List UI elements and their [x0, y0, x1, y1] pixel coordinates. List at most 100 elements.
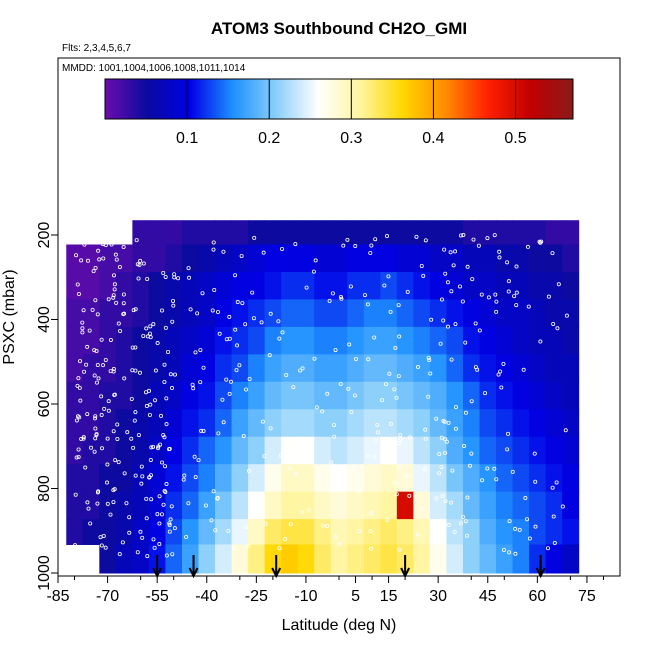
heatmap-cell	[314, 381, 332, 410]
observation-dot	[82, 369, 87, 374]
heatmap-cell	[165, 220, 183, 246]
heatmap-cell	[132, 519, 150, 545]
heatmap-cell	[330, 354, 348, 383]
heatmap-cell	[66, 409, 84, 438]
observation-dot	[279, 453, 284, 458]
observation-dot	[493, 292, 498, 297]
heatmap-cell	[165, 544, 183, 574]
heatmap-cell	[462, 464, 480, 493]
observation-dot	[240, 301, 245, 306]
observation-dot	[465, 533, 470, 538]
heatmap-cell	[413, 220, 431, 246]
heatmap-cell	[512, 436, 530, 465]
heatmap-cell	[297, 381, 315, 410]
observation-dot	[162, 435, 167, 440]
observation-dot	[476, 243, 481, 248]
observation-dot	[514, 264, 519, 269]
observation-dot	[241, 434, 246, 439]
observation-dot	[300, 510, 305, 515]
heatmap-cell	[396, 244, 414, 273]
heatmap-cell	[479, 326, 497, 355]
observation-dot	[443, 499, 448, 504]
heatmap-cell	[462, 220, 480, 246]
heatmap-cell	[545, 271, 563, 300]
observation-dot	[163, 464, 168, 469]
observation-dot	[388, 309, 393, 314]
heatmap-cell	[215, 544, 233, 574]
observation-dot	[441, 318, 446, 323]
heatmap-cell	[347, 244, 365, 273]
observation-dot	[470, 277, 475, 282]
observation-dot	[147, 331, 152, 336]
observation-dot	[434, 496, 439, 501]
observation-dot	[188, 307, 193, 312]
observation-dot	[96, 248, 101, 253]
observation-dot	[87, 328, 92, 333]
observation-dot	[325, 524, 330, 529]
observation-dot	[132, 418, 137, 423]
chart-title: ATOM3 Southbound CH2O_GMI	[211, 19, 467, 38]
heatmap-cell	[446, 436, 464, 465]
observation-dot	[233, 273, 238, 278]
heatmap-cell	[363, 220, 381, 246]
observation-dot	[235, 343, 240, 348]
heatmap-cell	[446, 271, 464, 300]
observation-dot	[147, 388, 152, 393]
heatmap-cell	[562, 326, 580, 355]
observation-dot	[315, 474, 320, 479]
observation-dot	[465, 264, 470, 269]
observation-dot	[176, 276, 181, 281]
observation-dot	[368, 529, 373, 534]
observation-dot	[445, 324, 450, 329]
heatmap-cell	[181, 436, 199, 465]
observation-dot	[338, 382, 343, 387]
observation-dot	[550, 485, 555, 490]
heatmap-cell	[231, 381, 249, 410]
observation-dot	[160, 460, 165, 465]
heatmap-cell	[181, 409, 199, 438]
observation-dot	[161, 271, 166, 276]
observation-dot	[506, 289, 511, 294]
heatmap-cell	[281, 409, 299, 438]
observation-dot	[444, 439, 449, 444]
heatmap-cell	[115, 436, 133, 465]
heatmap-cell	[231, 220, 249, 246]
observation-dot	[136, 276, 141, 281]
observation-dot	[153, 368, 158, 373]
observation-dot	[564, 313, 569, 318]
heatmap-cell	[363, 244, 381, 273]
observation-dot	[191, 386, 196, 391]
heatmap-cell	[396, 271, 414, 300]
heatmap-cell	[198, 491, 216, 520]
heatmap-cell	[297, 244, 315, 273]
heatmap-cell	[396, 354, 414, 383]
observation-dot	[251, 316, 256, 321]
heatmap-cell	[99, 244, 117, 273]
heatmap-cell	[413, 299, 431, 328]
observation-dot	[199, 428, 204, 433]
heatmap-cell	[347, 409, 365, 438]
observation-dot	[140, 535, 145, 540]
heatmap-cell	[446, 244, 464, 273]
heatmap-cell	[132, 271, 150, 300]
observation-dot	[220, 397, 225, 402]
observation-dot	[471, 237, 476, 242]
observation-dot	[510, 469, 515, 474]
heatmap-cell	[562, 409, 580, 438]
colorbar-gradient	[104, 78, 574, 120]
heatmap-cell	[496, 544, 514, 574]
observation-dot	[137, 262, 142, 267]
observation-dot	[368, 250, 373, 255]
observation-dot	[201, 428, 206, 433]
observation-dot	[485, 466, 490, 471]
observation-dot	[320, 409, 325, 414]
observation-dot	[366, 357, 371, 362]
heatmap-cell	[115, 519, 133, 545]
observation-dot	[80, 320, 85, 325]
observation-dot	[325, 391, 330, 396]
observation-dot	[124, 501, 129, 506]
observation-dot	[375, 430, 380, 435]
observation-dot	[492, 466, 497, 471]
observation-dot	[380, 398, 385, 403]
